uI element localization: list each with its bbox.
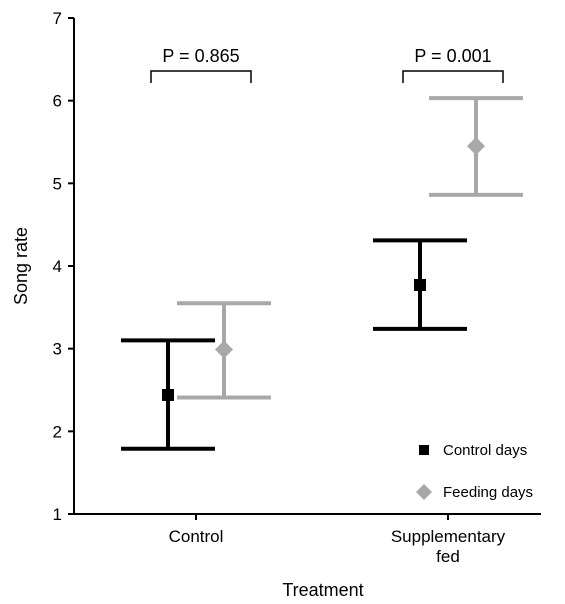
p-value-annotations: P = 0.865 P = 0.001 bbox=[150, 46, 504, 83]
y-tick-label: 1 bbox=[53, 505, 62, 524]
y-axis-title: Song rate bbox=[11, 227, 31, 305]
y-tick-label: 3 bbox=[53, 340, 62, 359]
y-tick-label: 7 bbox=[53, 9, 62, 28]
axes bbox=[73, 18, 541, 515]
legend-marker bbox=[416, 484, 432, 500]
p-value-label: P = 0.001 bbox=[414, 46, 491, 66]
significance-bracket bbox=[150, 70, 252, 83]
data-point bbox=[467, 137, 485, 156]
significance-bracket bbox=[402, 70, 504, 83]
y-tick-label: 2 bbox=[53, 422, 62, 441]
x-tick-label: fed bbox=[436, 547, 460, 566]
y-axis-ticks: 1 2 3 4 5 6 7 bbox=[53, 9, 74, 524]
y-tick-label: 6 bbox=[53, 92, 62, 111]
y-tick-label: 4 bbox=[53, 257, 62, 276]
data-point bbox=[414, 279, 426, 292]
x-tick-label: Control bbox=[169, 527, 224, 546]
data-point bbox=[162, 388, 174, 401]
p-value-label: P = 0.865 bbox=[162, 46, 239, 66]
legend-label: Feeding days bbox=[443, 484, 533, 501]
series-marks bbox=[121, 96, 523, 451]
legend-label: Control days bbox=[443, 442, 527, 459]
x-axis-title: Treatment bbox=[282, 580, 363, 600]
legend-marker bbox=[419, 445, 429, 455]
data-point bbox=[215, 340, 233, 359]
y-tick-label: 5 bbox=[53, 174, 62, 193]
x-tick-label: Supplementary bbox=[391, 527, 506, 546]
legend: Control days Feeding days bbox=[416, 442, 533, 501]
